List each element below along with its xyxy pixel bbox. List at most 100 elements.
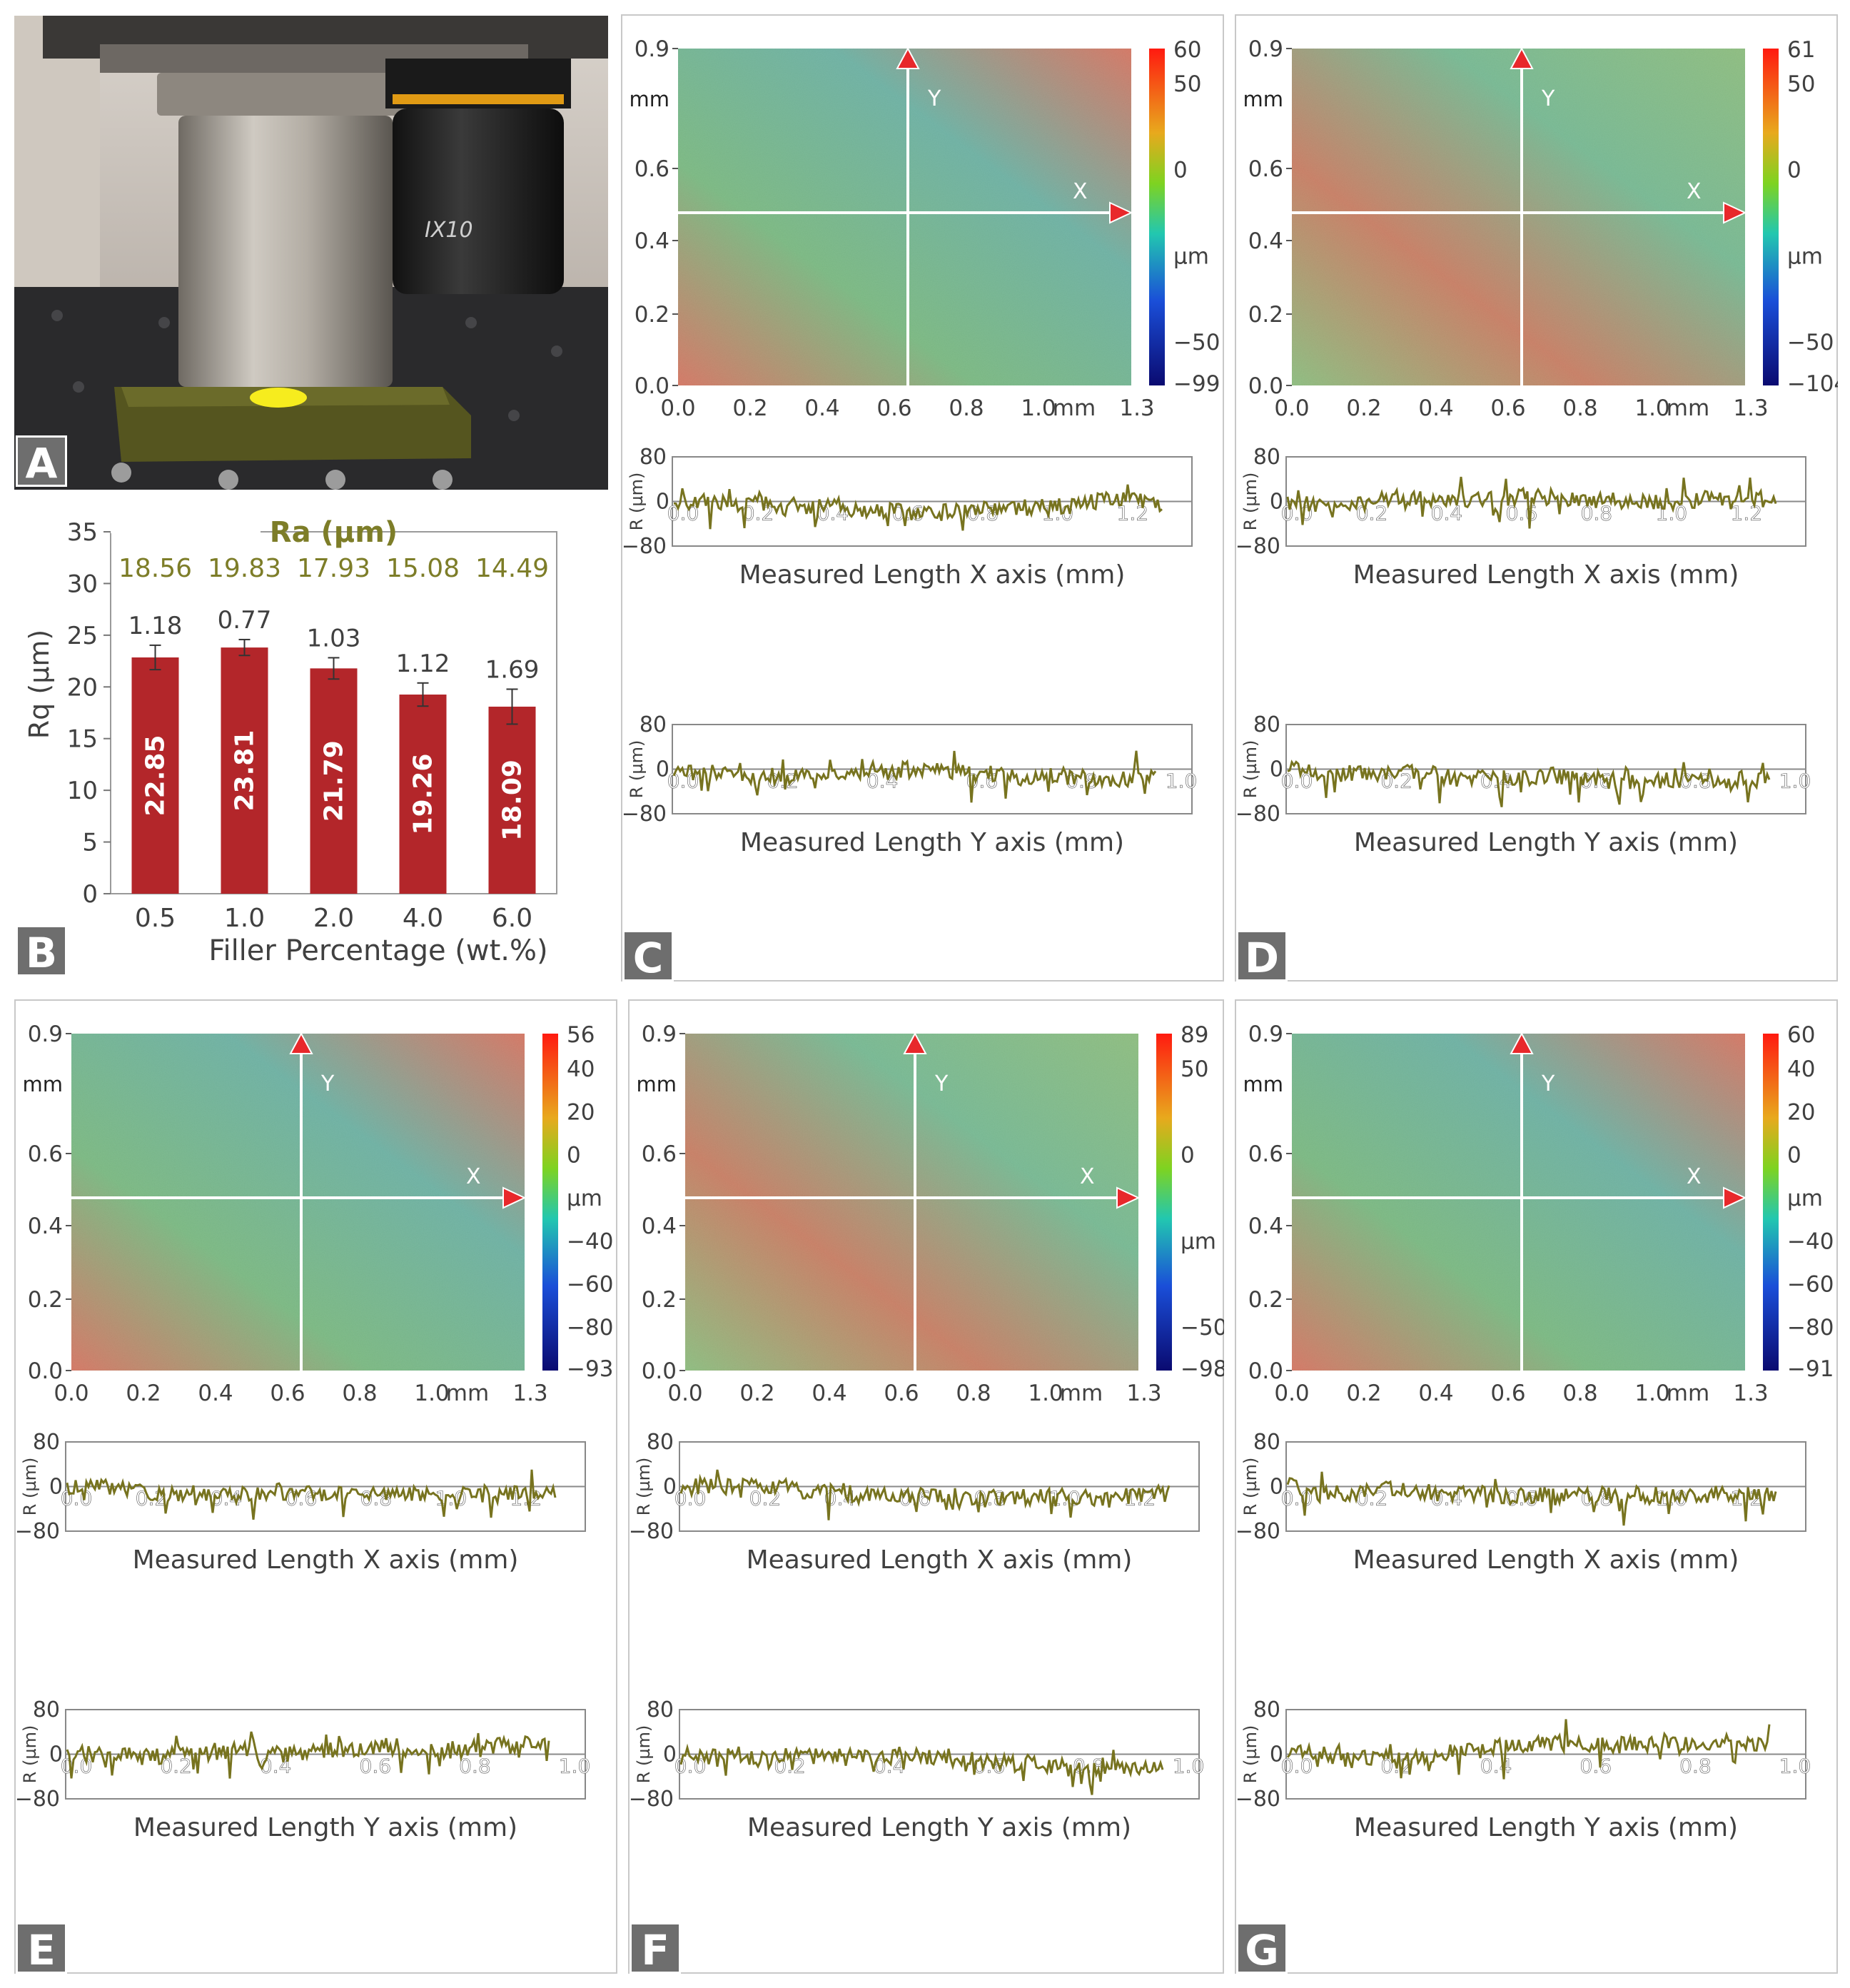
- ra-value: 15.08: [386, 554, 460, 583]
- microscope-illustration: IX10: [14, 16, 608, 490]
- profile-x-tick-label: 0.0: [674, 1755, 707, 1778]
- map-x-tick-label: 0.0: [1274, 1381, 1309, 1406]
- map-x-tick-label: 0.0: [660, 395, 695, 421]
- map-x-tick-label: 0.8: [949, 395, 984, 421]
- y-tick-label: 30: [67, 570, 98, 598]
- profile-y-min: −80: [1235, 534, 1280, 559]
- panel-label-g: G: [1236, 1922, 1288, 1974]
- profile-x-tick-label: 0.6: [360, 1755, 392, 1778]
- color-scale-label: −50: [1173, 330, 1220, 355]
- profile-x-title: Measured Length Y axis (mm): [1354, 1813, 1738, 1842]
- map-x-tick-label: 0.4: [1418, 395, 1453, 421]
- color-scale-bar: [1156, 1034, 1172, 1371]
- color-scale-min: −104: [1787, 371, 1838, 397]
- map-x-tick-label: 0.2: [1346, 395, 1381, 421]
- profile-y-label: R (µm): [634, 1458, 654, 1516]
- map-y-tick-label: 0.4: [642, 1214, 677, 1239]
- profile-y-zero: 0: [1270, 757, 1283, 782]
- roughness-profile-line: [679, 1469, 1171, 1520]
- color-scale-label: 50: [1173, 71, 1201, 97]
- bar: [310, 668, 358, 894]
- map-x-tick-label: 0.8: [1562, 395, 1597, 421]
- map-y-tick-label: 0.2: [635, 302, 669, 328]
- color-scale-bar: [542, 1034, 558, 1371]
- map-y-unit: mm: [23, 1072, 64, 1096]
- panel-frame: [14, 999, 617, 1974]
- color-scale-max: 89: [1181, 1022, 1208, 1048]
- map-x-tick-label: 0.2: [739, 1381, 774, 1406]
- profile-y-zero: 0: [49, 1475, 63, 1500]
- profile-y-max: 80: [640, 445, 667, 470]
- x-tick-label: 2.0: [313, 904, 354, 933]
- roughness-profile-line: [1286, 476, 1777, 529]
- profile-x-tick-label: 1.2: [1731, 502, 1763, 525]
- roughness-profile-line: [1287, 760, 1771, 807]
- profile-x-tick-label: 1.0: [1779, 770, 1811, 793]
- profile-y-label: R (µm): [1240, 1458, 1260, 1516]
- profile-x-tick-label: 0.6: [899, 1487, 931, 1510]
- y-arrow-icon: [1510, 1031, 1534, 1054]
- x-arrow-icon: [1723, 201, 1747, 224]
- map-x-tick-label: 0.6: [876, 395, 911, 421]
- profile-y-min: −80: [629, 1787, 674, 1812]
- panel-label-b: B: [16, 925, 67, 977]
- map-y-tick-label: 0.9: [642, 1021, 677, 1047]
- color-scale-label: 0: [1787, 158, 1801, 183]
- axis-y-label: Y: [1541, 86, 1555, 111]
- map-x-tick-label: 0.6: [1490, 395, 1525, 421]
- profile-y-zero: 0: [656, 757, 669, 782]
- map-x-tick-label: 0.4: [812, 1381, 846, 1406]
- map-x-tick-label: 0.6: [270, 1381, 305, 1406]
- panel-label-f: F: [630, 1922, 681, 1974]
- color-scale-label: −80: [1787, 1315, 1834, 1341]
- profile-y-zero: 0: [656, 490, 669, 515]
- x-tick-label: 1.0: [224, 904, 265, 933]
- profile-x-title: Measured Length X axis (mm): [1353, 560, 1739, 590]
- axis-x-label: X: [1687, 1164, 1702, 1189]
- roughness-profile-line: [1286, 1471, 1777, 1526]
- profile-x-title: Measured Length X axis (mm): [133, 1545, 519, 1575]
- profile-y-zero: 0: [1270, 1742, 1283, 1767]
- profile-x-tick-label: 0.0: [1281, 1755, 1313, 1778]
- color-scale-label: µm: [567, 1186, 602, 1211]
- profile-y-max: 80: [33, 1697, 60, 1722]
- rq-bar-chart: 0 5 10 15 20 25 30 35 Rq (µm) Ra (µm) 1.18 22.85 18.…: [24, 516, 557, 967]
- profile-x-tick-label: 1.0: [559, 1755, 591, 1778]
- ra-value: 19.83: [208, 554, 281, 583]
- profile-y-zero: 0: [663, 1475, 677, 1500]
- map-y-tick-label: 0.6: [635, 156, 669, 182]
- error-label: 0.77: [218, 606, 272, 635]
- map-y-tick-label: 0.0: [1248, 1358, 1283, 1384]
- map-y-tick-label: 0.9: [635, 36, 669, 62]
- profile-x-title: Measured Length X axis (mm): [747, 1545, 1133, 1575]
- profile-x-tick-label: 0.0: [61, 1755, 93, 1778]
- profile-y-label: R (µm): [627, 473, 647, 531]
- color-scale-label: 20: [567, 1099, 595, 1125]
- profile-x-tick-label: 1.0: [1166, 770, 1198, 793]
- map-y-tick-label: 0.0: [642, 1358, 677, 1384]
- map-y-tick-label: 0.2: [1248, 302, 1283, 328]
- profile-y-min: −80: [15, 1787, 60, 1812]
- color-scale-label: 50: [1787, 71, 1815, 97]
- color-scale-bar: [1763, 1034, 1779, 1371]
- map-x-end-label: 1.3: [1733, 1381, 1768, 1406]
- map-x-tick-label: 1.0: [414, 1381, 449, 1406]
- axis-x-label: X: [1073, 179, 1088, 204]
- map-y-tick-label: 0.9: [28, 1021, 63, 1047]
- profile-x-title: Measured Length Y axis (mm): [740, 828, 1124, 857]
- map-y-unit: mm: [1243, 87, 1284, 111]
- lens-label: IX10: [425, 218, 473, 243]
- surface-texture: [685, 1034, 1138, 1371]
- map-y-tick-label: 0.6: [642, 1141, 677, 1167]
- profile-y-max: 80: [640, 712, 667, 737]
- axis-x-label: X: [466, 1164, 481, 1189]
- color-scale-max: 60: [1173, 37, 1201, 63]
- map-y-tick-label: 0.2: [642, 1287, 677, 1313]
- profile-y-min: −80: [622, 802, 667, 827]
- profile-y-min: −80: [1235, 1519, 1280, 1544]
- map-y-tick-label: 0.9: [1248, 1021, 1283, 1047]
